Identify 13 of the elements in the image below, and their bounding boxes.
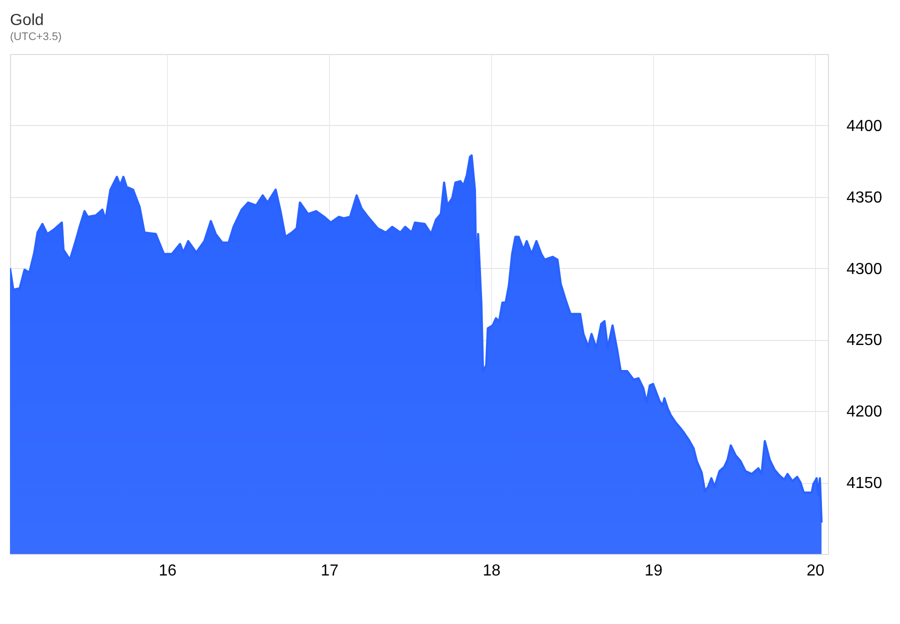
x-tick-label: 17 [320, 562, 339, 580]
y-tick-label: 4400 [846, 118, 882, 135]
y-tick-label: 4350 [846, 189, 882, 206]
chart-title: Gold [10, 12, 44, 29]
x-tick-label: 16 [158, 562, 177, 580]
x-tick-label: 18 [482, 562, 501, 580]
y-tick-label: 4250 [846, 332, 882, 350]
y-tick-label: 4150 [846, 475, 882, 492]
y-tick-label: 4200 [846, 404, 882, 421]
x-tick-label: 20 [806, 562, 825, 580]
chart-subtitle: (UTC+3.5) [10, 31, 62, 43]
x-tick-label: 19 [644, 562, 663, 580]
y-tick-label: 4300 [846, 260, 882, 278]
